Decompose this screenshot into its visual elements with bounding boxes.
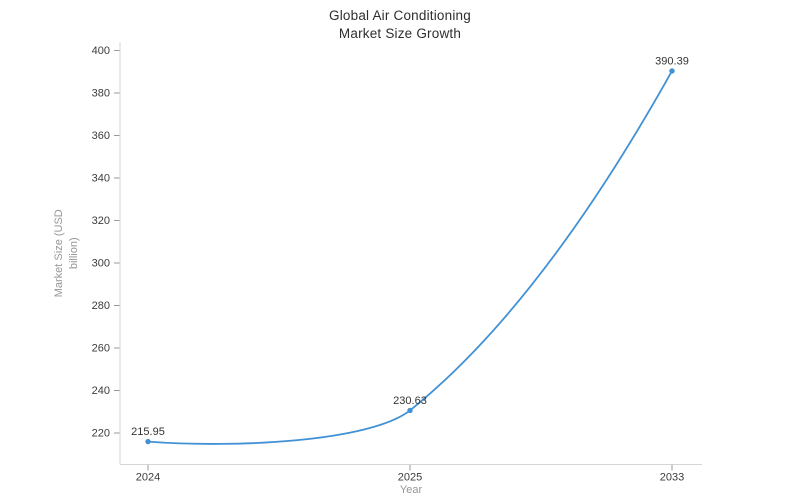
y-tick-label: 220 <box>92 428 110 440</box>
line-series <box>147 70 673 445</box>
y-axis-title: billion) <box>68 237 80 269</box>
data-point-marker <box>407 407 413 414</box>
data-point-label: 230.63 <box>393 395 427 407</box>
y-tick-label: 380 <box>92 88 110 100</box>
data-point-label: 390.39 <box>655 55 689 67</box>
data-point-label: 215.95 <box>131 426 165 438</box>
chart-title: Global Air Conditioning Market Size Grow… <box>0 7 800 42</box>
x-tick-label: 2025 <box>398 472 422 484</box>
x-axis-title: Year <box>400 484 423 496</box>
y-tick-label: 300 <box>92 258 110 270</box>
y-axis-title: Market Size (USD <box>53 209 65 297</box>
data-point-marker <box>669 68 675 74</box>
data-point-marker <box>145 438 151 445</box>
chart-title-line2: Market Size Growth <box>338 25 462 41</box>
x-tick-label: 2024 <box>136 472 160 484</box>
y-tick-label: 360 <box>92 130 110 142</box>
x-tick-label: 2033 <box>660 472 684 484</box>
y-tick-label: 240 <box>92 385 110 397</box>
chart-title-line1: Global Air Conditioning <box>329 8 471 23</box>
y-tick-label: 340 <box>92 173 110 185</box>
y-tick-label: 320 <box>92 215 110 227</box>
y-tick-label: 400 <box>92 45 110 57</box>
y-tick-label: 280 <box>92 300 110 312</box>
y-tick-label: 260 <box>92 343 110 355</box>
